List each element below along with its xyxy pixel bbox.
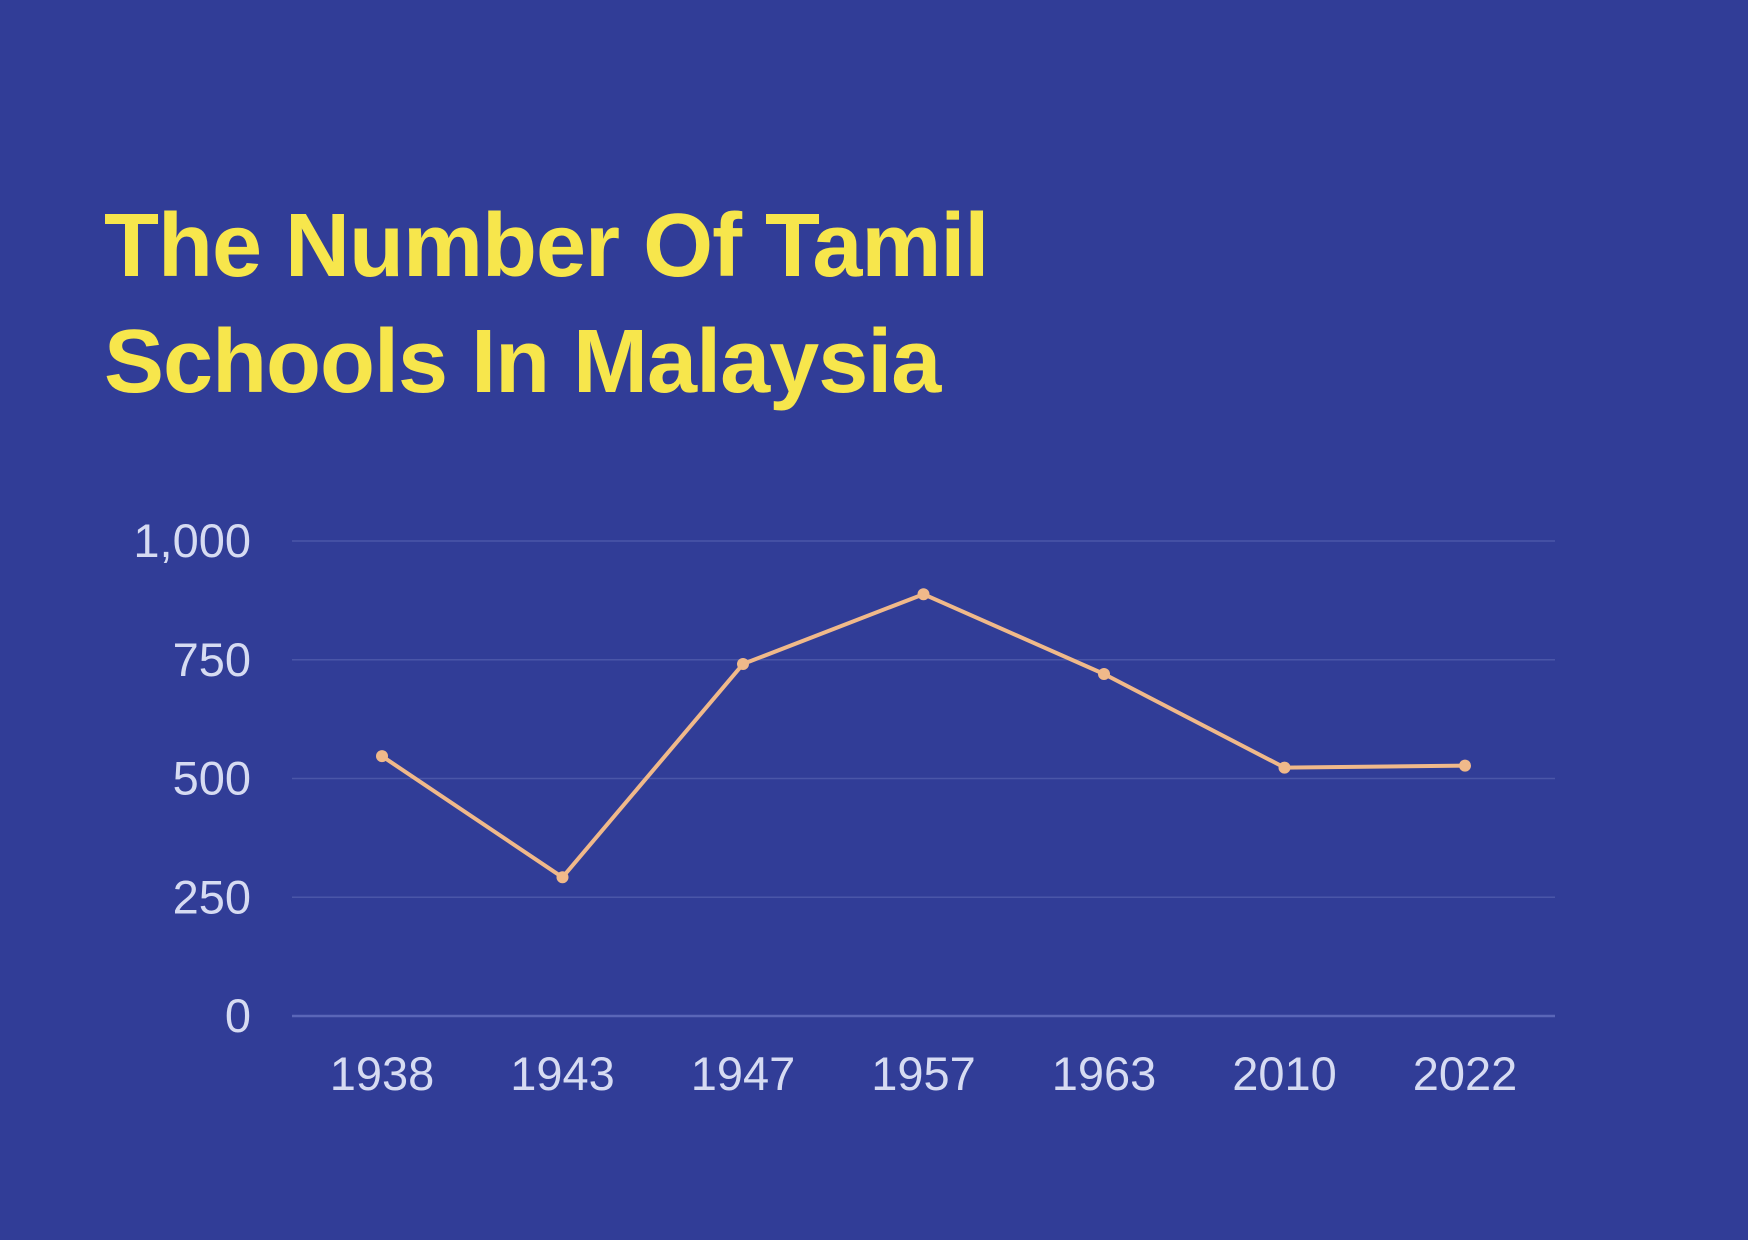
data-point	[1098, 668, 1110, 680]
data-point	[1278, 761, 1291, 774]
series-line	[380, 592, 1466, 880]
x-tick-label: 2022	[1413, 1047, 1518, 1100]
x-tick-label: 1957	[871, 1047, 976, 1100]
y-tick-label: 250	[173, 870, 251, 923]
y-tick-label: 1,000	[133, 514, 251, 567]
data-point	[556, 871, 569, 884]
data-point	[737, 658, 749, 671]
x-tick-label: 1947	[691, 1047, 796, 1100]
x-tick-label: 1943	[510, 1047, 615, 1100]
chart-title-line-2: Schools In Malaysia	[104, 312, 941, 412]
y-tick-label: 500	[173, 752, 251, 805]
y-tick-label: 750	[173, 633, 251, 686]
data-point	[1459, 759, 1471, 772]
x-tick-label: 1963	[1052, 1047, 1157, 1100]
x-tick-label: 1938	[330, 1047, 435, 1100]
chart-title: The Number Of Tamil Schools In Malaysia	[104, 188, 989, 420]
y-tick-label: 0	[225, 989, 251, 1042]
chart-title-line-1: The Number Of Tamil	[104, 196, 989, 296]
data-point	[376, 750, 388, 763]
data-point	[917, 588, 930, 601]
x-tick-label: 2010	[1232, 1047, 1337, 1100]
